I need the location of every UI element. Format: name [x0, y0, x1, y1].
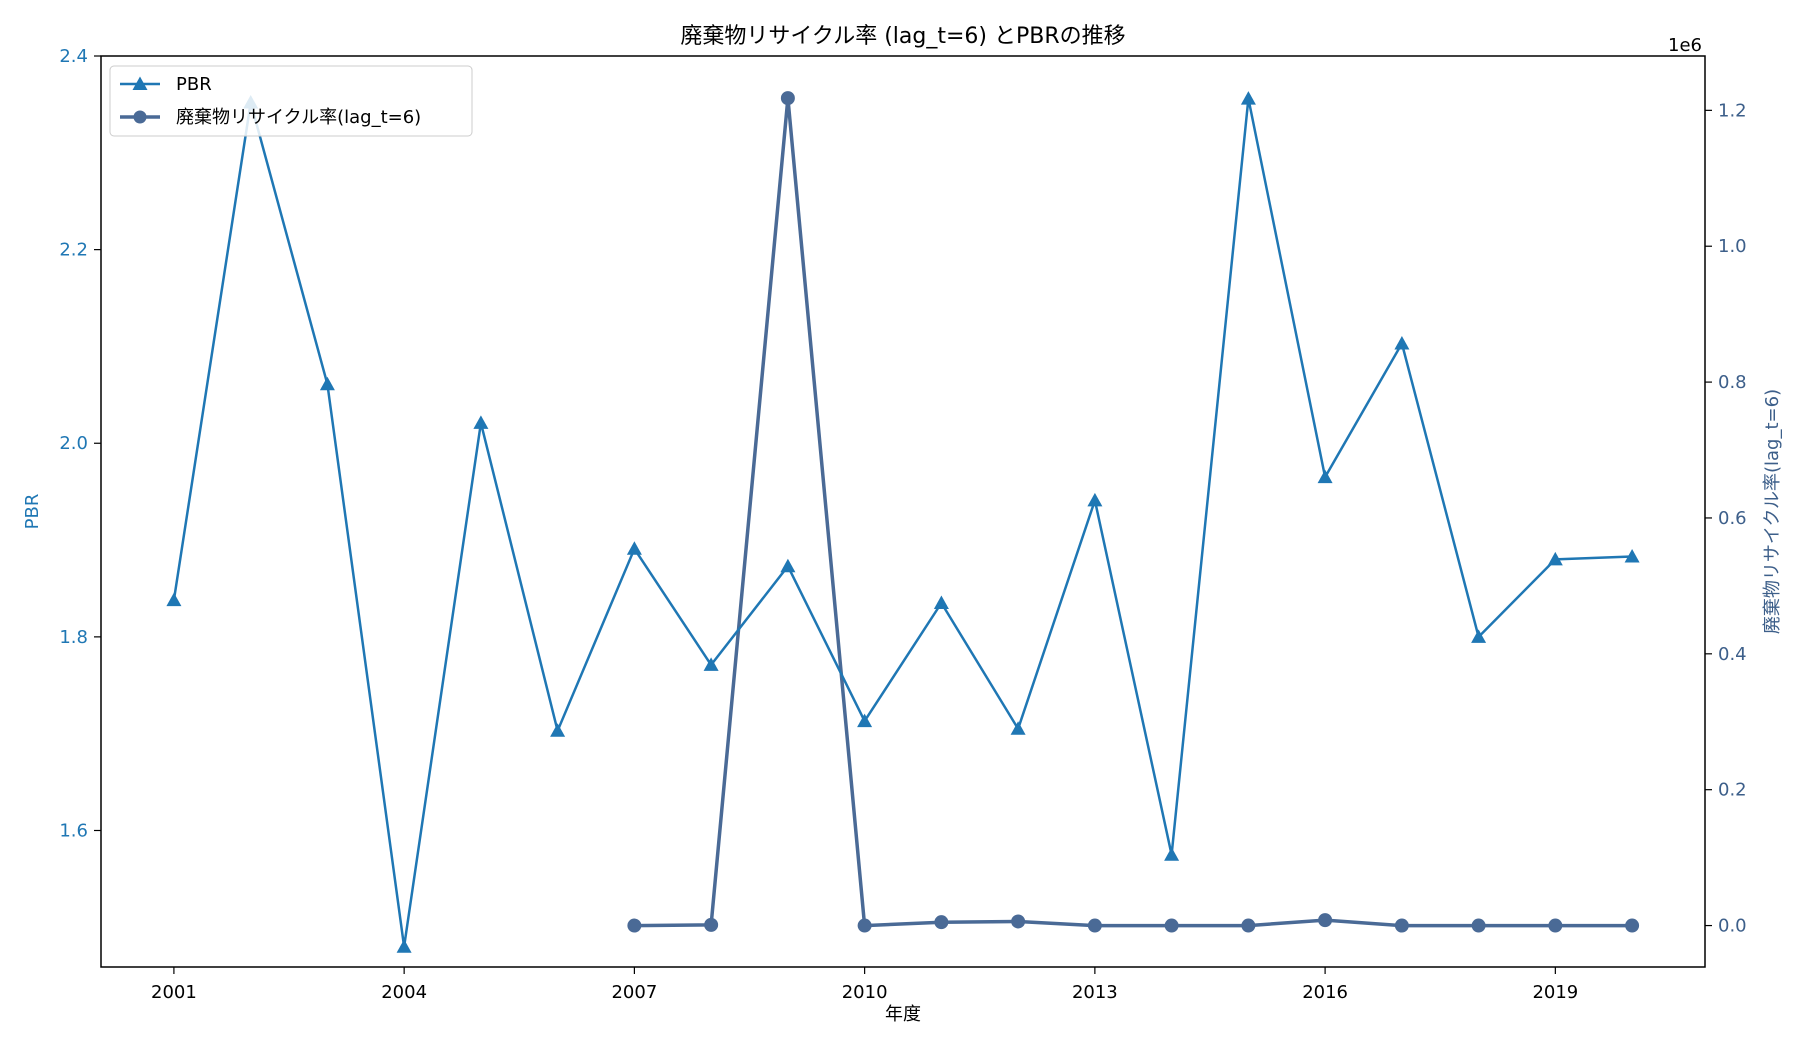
right-y-axis: 0.0 0.2 0.4 0.6 0.8 1.0 1.2	[1705, 100, 1747, 937]
x-tick-label: 2013	[1072, 982, 1118, 1003]
x-tick-label: 2016	[1302, 982, 1348, 1003]
right-y-axis-label: 廃棄物リサイクル率(lag_t=6)	[1762, 389, 1783, 634]
legend-marker-triangle-icon	[132, 76, 148, 90]
left-y-tick-label: 1.6	[59, 820, 88, 841]
pbr-data-point	[1317, 469, 1333, 484]
x-tick-label: 2004	[381, 982, 427, 1003]
pbr-data-point	[1087, 492, 1103, 507]
legend-frame	[109, 65, 473, 137]
x-tick-label: 2010	[842, 982, 888, 1003]
pbr-series-line	[172, 97, 1633, 948]
legend: PBR 廃棄物リサイクル率(lag_t=6)	[109, 65, 473, 137]
plot-area	[100, 55, 1706, 968]
pbr-series	[166, 91, 1640, 953]
plot-frame	[100, 55, 1706, 968]
right-axis-offset-label: 1e6	[1668, 35, 1702, 56]
recycle-series	[627, 91, 1640, 933]
right-y-tick-label: 0.0	[1718, 916, 1747, 937]
recycle-data-point	[857, 918, 872, 933]
recycle-data-point	[1241, 918, 1256, 933]
recycle-data-point	[1394, 918, 1409, 933]
x-tick-label: 2001	[151, 982, 197, 1003]
pbr-data-point	[1547, 551, 1563, 566]
left-y-tick-label: 2.2	[59, 240, 88, 261]
x-axis-label: 年度	[885, 1004, 921, 1025]
recycle-data-point	[934, 915, 949, 930]
left-y-axis-label: PBR	[22, 494, 43, 530]
x-tick-label: 2007	[611, 982, 657, 1003]
legend-marker-circle-icon	[133, 110, 147, 124]
pbr-data-point	[473, 415, 489, 429]
right-y-tick-label: 0.8	[1718, 372, 1747, 393]
left-y-tick-label: 1.8	[59, 627, 88, 648]
pbr-data-point	[1624, 549, 1640, 563]
recycle-data-point	[780, 91, 795, 106]
right-y-tick-label: 1.2	[1718, 100, 1747, 121]
recycle-data-point	[1625, 918, 1640, 933]
pbr-data-point	[780, 558, 796, 573]
pbr-data-point	[626, 541, 642, 555]
pbr-data-point	[166, 592, 182, 607]
right-y-tick-label: 0.4	[1718, 644, 1747, 665]
pbr-data-point	[550, 723, 566, 737]
x-axis: 2001 2004 2007 2010 2013 2016 2019	[151, 967, 1578, 1003]
pbr-data-point	[1394, 336, 1410, 350]
pbr-data-point	[933, 595, 949, 609]
right-y-tick-label: 0.6	[1718, 508, 1747, 529]
left-y-tick-label: 2.0	[59, 433, 88, 454]
recycle-series-line	[634, 96, 1633, 928]
pbr-data-point	[1164, 847, 1180, 861]
recycle-data-point	[704, 917, 719, 932]
left-y-axis: 1.6 1.8 2.0 2.2 2.4	[59, 46, 101, 841]
x-tick-label: 2019	[1532, 982, 1578, 1003]
pbr-data-point	[319, 376, 335, 391]
pbr-data-point	[1471, 629, 1487, 643]
recycle-data-point	[1548, 918, 1563, 933]
pbr-data-point	[703, 657, 719, 671]
legend-entry-pbr: PBR	[120, 74, 212, 95]
legend-label-pbr: PBR	[176, 74, 212, 95]
pbr-data-point	[1010, 721, 1026, 735]
recycle-data-point	[1087, 918, 1102, 933]
right-y-tick-label: 1.0	[1718, 236, 1747, 257]
legend-label-recycle: 廃棄物リサイクル率(lag_t=6)	[176, 107, 421, 128]
recycle-data-point	[1164, 918, 1179, 933]
chart-title: 廃棄物リサイクル率 (lag_t=6) とPBRの推移	[680, 24, 1125, 49]
recycle-data-point	[1471, 918, 1486, 933]
right-y-tick-label: 0.2	[1718, 780, 1747, 801]
pbr-data-point	[396, 939, 412, 953]
recycle-data-point	[627, 918, 642, 933]
pbr-data-point	[1240, 91, 1256, 105]
legend-entry-recycle: 廃棄物リサイクル率(lag_t=6)	[120, 107, 421, 128]
recycle-data-point	[1011, 914, 1026, 929]
pbr-data-point	[857, 713, 873, 728]
recycle-data-point	[1318, 913, 1333, 928]
left-y-tick-label: 2.4	[59, 46, 88, 67]
